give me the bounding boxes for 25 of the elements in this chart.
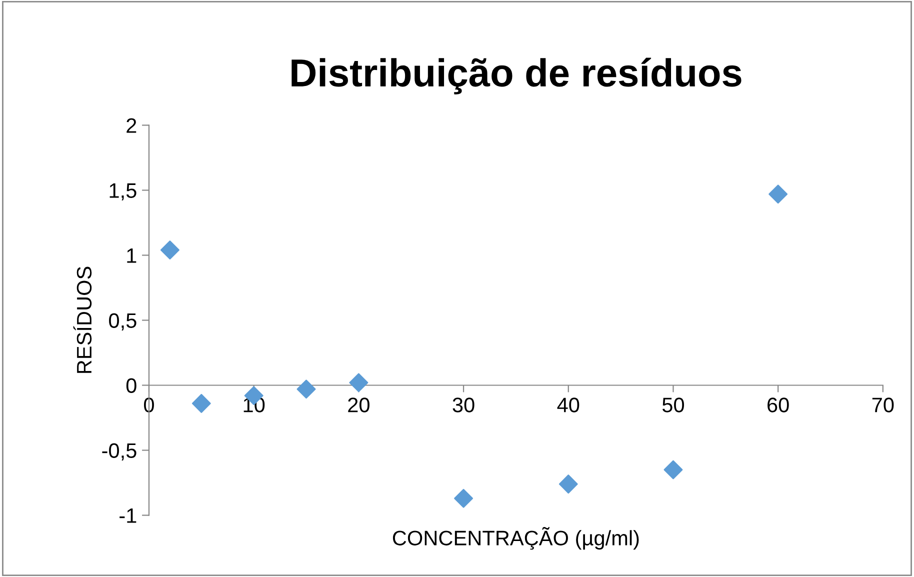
x-tick-label: 70 bbox=[872, 398, 894, 412]
x-tick-label: 50 bbox=[662, 398, 684, 412]
y-tick-label: 1 bbox=[127, 248, 136, 263]
y-tick-label: 2 bbox=[126, 118, 136, 133]
x-tick-label: 20 bbox=[348, 398, 370, 412]
point bbox=[160, 240, 180, 260]
point bbox=[296, 380, 316, 399]
x-tick-label: 60 bbox=[768, 398, 789, 412]
point bbox=[192, 394, 211, 413]
x-tick-label: 40 bbox=[557, 398, 580, 412]
y-tick-label: 1,5 bbox=[110, 183, 136, 200]
x-tick-label: 0 bbox=[144, 398, 154, 412]
point bbox=[664, 460, 683, 480]
y-axis-title: RESÍDUOS bbox=[73, 266, 92, 373]
chart-title: Distribuição de resíduos bbox=[292, 58, 742, 94]
y-tick-label: 0 bbox=[126, 378, 136, 393]
point bbox=[558, 474, 578, 494]
x-tick-label: 30 bbox=[452, 398, 474, 412]
point bbox=[768, 184, 788, 204]
y-tick-label: -1 bbox=[120, 508, 136, 523]
point bbox=[454, 488, 474, 508]
x-axis-title: CONCENTRAÇÃO (µg/ml) bbox=[392, 526, 639, 550]
y-tick-label: -0,5 bbox=[102, 443, 136, 460]
y-tick-label: 0,5 bbox=[109, 313, 136, 330]
point bbox=[349, 373, 368, 392]
